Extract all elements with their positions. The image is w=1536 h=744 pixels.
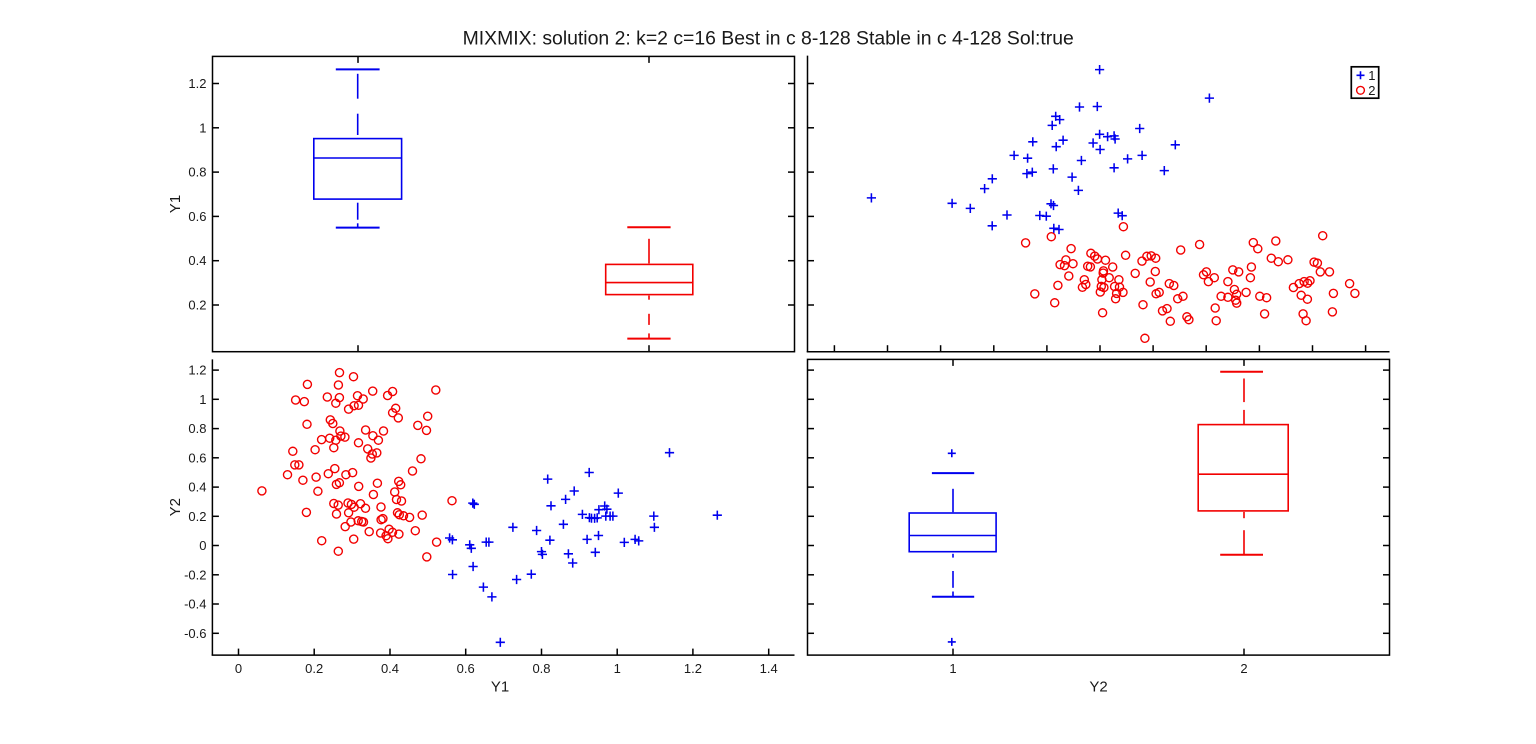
- svg-text:1: 1: [949, 661, 956, 676]
- svg-text:1: 1: [199, 120, 206, 135]
- svg-text:1: 1: [199, 392, 206, 407]
- svg-text:0.2: 0.2: [305, 661, 323, 676]
- svg-text:Y2: Y2: [167, 498, 184, 516]
- svg-text:Y2: Y2: [1089, 679, 1107, 696]
- svg-text:1: 1: [614, 661, 621, 676]
- svg-text:0.8: 0.8: [188, 421, 206, 436]
- svg-text:-0.2: -0.2: [184, 567, 206, 582]
- svg-text:1.4: 1.4: [760, 661, 778, 676]
- svg-text:-0.6: -0.6: [184, 626, 206, 641]
- svg-text:Y1: Y1: [491, 679, 509, 696]
- svg-text:0: 0: [199, 538, 206, 553]
- svg-text:0.8: 0.8: [188, 165, 206, 180]
- svg-text:1.2: 1.2: [188, 76, 206, 91]
- svg-text:0.6: 0.6: [188, 209, 206, 224]
- svg-text:2: 2: [1368, 83, 1375, 98]
- svg-text:0.4: 0.4: [381, 661, 399, 676]
- svg-text:0.2: 0.2: [188, 298, 206, 313]
- svg-text:1.2: 1.2: [684, 661, 702, 676]
- svg-text:0.4: 0.4: [188, 480, 206, 495]
- svg-text:0: 0: [235, 661, 242, 676]
- svg-text:-0.4: -0.4: [184, 597, 206, 612]
- svg-text:0.2: 0.2: [188, 509, 206, 524]
- svg-text:0.6: 0.6: [457, 661, 475, 676]
- svg-text:0.8: 0.8: [532, 661, 550, 676]
- svg-text:0.6: 0.6: [188, 450, 206, 465]
- svg-text:1: 1: [1368, 68, 1375, 83]
- svg-text:MIXMIX: solution 2: k=2 c=16 B: MIXMIX: solution 2: k=2 c=16 Best in c 8…: [463, 28, 1074, 50]
- svg-text:2: 2: [1240, 661, 1247, 676]
- svg-text:Y1: Y1: [167, 195, 184, 213]
- svg-text:0.4: 0.4: [188, 253, 206, 268]
- svg-text:1.2: 1.2: [188, 363, 206, 378]
